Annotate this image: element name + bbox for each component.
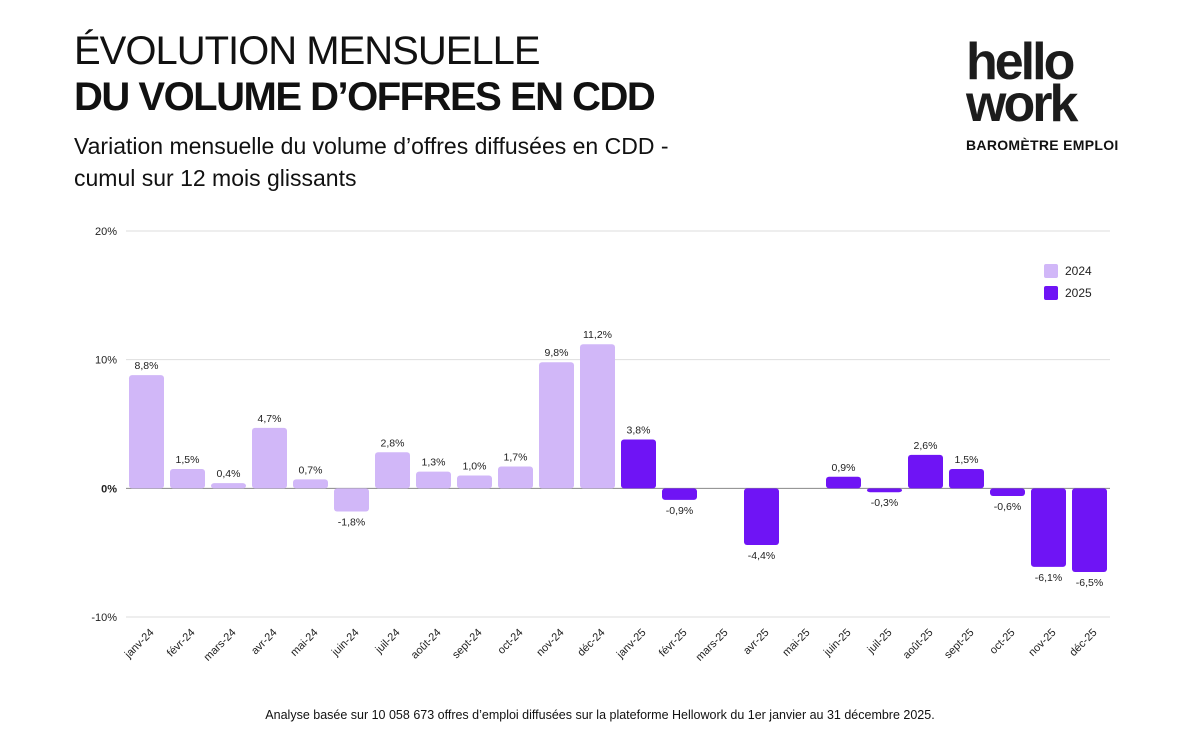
page-title-bold: DU VOLUME D’OFFRES EN CDD — [74, 75, 656, 119]
bar-2024-mars-24 — [211, 483, 246, 489]
x-tick-label: mai-24 — [288, 627, 320, 659]
data-labels-layer: 8,8% 1,5% 0,4% 4,7% 0,7% -1,8% 2,8% 1,3% 1,0% 1,7… — [135, 329, 1104, 589]
bar-2024-févr-24 — [170, 469, 205, 489]
x-tick-label: févr-25 — [657, 627, 690, 660]
y-tick-label: 10% — [95, 355, 117, 367]
x-tick-label: nov-25 — [1026, 627, 1058, 659]
data-label: 8,8% — [135, 360, 159, 372]
data-label: 3,8% — [627, 424, 651, 436]
x-tick-label: août-24 — [409, 627, 444, 662]
logo-line-1: hello — [966, 33, 1075, 91]
x-tick-label: juil-24 — [373, 627, 403, 657]
data-label: 0,4% — [217, 468, 241, 480]
x-tick-label: août-25 — [901, 627, 936, 662]
footer-note: Analyse basée sur 10 058 673 offres d’em… — [265, 708, 935, 722]
x-tick-label: nov-24 — [534, 627, 566, 659]
bar-2025-août-25 — [908, 454, 943, 489]
x-tick-label: sept-24 — [450, 627, 484, 661]
x-tick-label: juin-25 — [821, 627, 854, 660]
bar-2025-oct-25 — [990, 488, 1025, 497]
legend-label-2025: 2025 — [1065, 286, 1092, 300]
data-label: -1,8% — [338, 516, 365, 528]
bar-2024-sept-24 — [457, 475, 492, 489]
x-tick-label: oct-24 — [496, 627, 526, 657]
bar-2024-juil-24 — [375, 452, 410, 489]
bar-2024-janv-24 — [129, 375, 164, 489]
data-label: -6,5% — [1076, 577, 1103, 589]
subtitle-line-1: Variation mensuelle du volume d’offres d… — [74, 133, 669, 159]
bar-2025-avr-25 — [744, 488, 779, 545]
bar-2024-août-24 — [416, 471, 451, 489]
bar-2024-oct-24 — [498, 466, 533, 489]
barometre-tagline: BAROMÈTRE EMPLOI — [966, 137, 1119, 153]
y-tick-label: 0% — [101, 483, 117, 495]
bar-2025-sept-25 — [949, 469, 984, 489]
x-tick-label: avr-25 — [741, 627, 772, 658]
data-label: 1,5% — [955, 454, 979, 466]
bar-2024-juin-24 — [334, 488, 369, 512]
x-tick-label: janv-25 — [614, 627, 649, 662]
x-tick-label: mars-24 — [202, 627, 239, 664]
bar-2025-nov-25 — [1031, 488, 1066, 567]
data-label: 1,3% — [422, 457, 446, 469]
bars-layer — [129, 344, 1107, 572]
grid-layer: 20% 10% 0% -10% — [91, 226, 1110, 624]
bar-2025-déc-25 — [1072, 488, 1107, 572]
x-tick-label: févr-24 — [165, 627, 198, 660]
bar-2025-janv-25 — [621, 439, 656, 489]
y-tick-label: 20% — [95, 226, 117, 238]
data-label: 1,7% — [504, 451, 528, 463]
data-label: 1,5% — [176, 454, 200, 466]
data-label: 2,8% — [381, 437, 405, 449]
legend-swatch-2025 — [1044, 286, 1058, 300]
hellowork-logo: hello work — [966, 33, 1078, 133]
data-label: 11,2% — [583, 329, 612, 341]
legend: 2024 2025 — [1044, 264, 1092, 300]
x-tick-label: mars-25 — [694, 627, 731, 664]
x-tick-label: oct-25 — [988, 627, 1018, 657]
bar-2025-févr-25 — [662, 488, 697, 500]
data-label: -0,9% — [666, 505, 693, 517]
data-label: -0,3% — [871, 497, 898, 509]
data-label: 4,7% — [258, 413, 282, 425]
bar-2025-juil-25 — [867, 488, 902, 493]
x-tick-label: janv-24 — [122, 627, 157, 662]
y-tick-label: -10% — [91, 612, 117, 624]
bar-2024-déc-24 — [580, 344, 615, 489]
subtitle-line-2: cumul sur 12 mois glissants — [74, 165, 357, 191]
x-axis: janv-24 févr-24 mars-24 avr-24 mai-24 juin-24… — [122, 627, 1100, 664]
data-label: 0,9% — [832, 462, 856, 474]
data-label: 1,0% — [463, 460, 487, 472]
x-tick-label: mai-25 — [780, 627, 812, 659]
logo-line-2: work — [966, 75, 1078, 133]
x-tick-label: déc-25 — [1067, 627, 1099, 659]
page-title-light: ÉVOLUTION MENSUELLE — [74, 29, 541, 73]
bar-2024-avr-24 — [252, 427, 287, 489]
legend-swatch-2024 — [1044, 264, 1058, 278]
data-label: 0,7% — [299, 464, 323, 476]
chart-subtitle: Variation mensuelle du volume d’offres d… — [74, 130, 794, 194]
legend-label-2024: 2024 — [1065, 264, 1092, 278]
data-label: -6,1% — [1035, 572, 1062, 584]
data-label: 9,8% — [545, 347, 569, 359]
data-label: -0,6% — [994, 501, 1021, 513]
x-tick-label: sept-25 — [942, 627, 976, 661]
x-tick-label: juin-24 — [329, 627, 362, 660]
x-tick-label: avr-24 — [249, 627, 280, 658]
bar-2024-mai-24 — [293, 479, 328, 489]
bar-2024-nov-24 — [539, 362, 574, 489]
data-label: 2,6% — [914, 440, 938, 452]
bar-chart: 20% 10% 0% -10% 8,8% 1,5% 0,4% 4,7% 0,7% -1,8% 2,… — [91, 226, 1110, 664]
x-tick-label: déc-24 — [575, 627, 607, 659]
data-label: -4,4% — [748, 550, 775, 562]
bar-2025-juin-25 — [826, 476, 861, 489]
x-tick-label: juil-25 — [865, 627, 895, 657]
